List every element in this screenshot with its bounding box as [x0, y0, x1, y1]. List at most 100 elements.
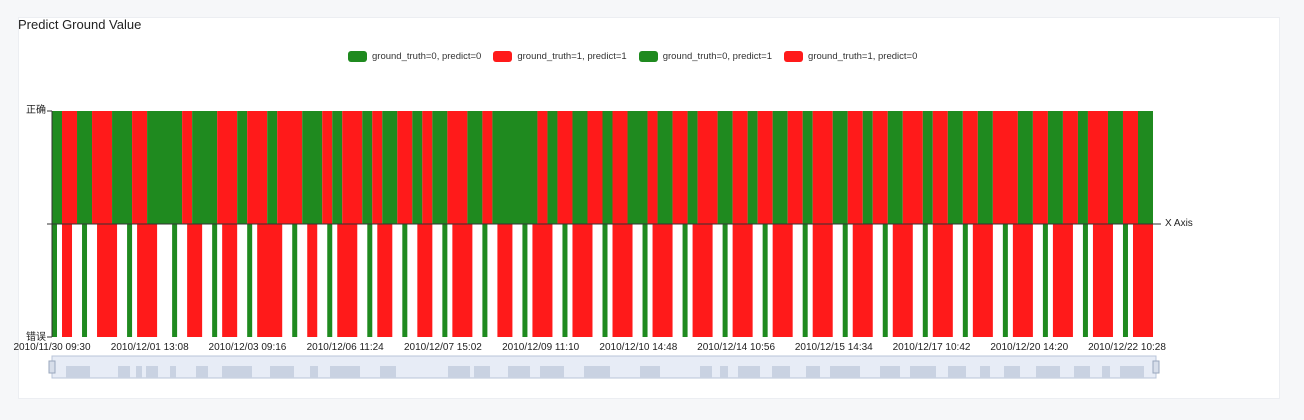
bar-wrong [292, 224, 298, 337]
bar-correct [302, 111, 323, 224]
bar-correct [237, 111, 248, 224]
bar-wrong [762, 224, 768, 337]
bar-correct [547, 111, 558, 224]
bar-correct [92, 111, 113, 224]
bar-wrong [1012, 224, 1033, 337]
bar-wrong [327, 224, 333, 337]
bar-wrong [1092, 224, 1113, 337]
bar-correct [947, 111, 963, 224]
zoom-slider[interactable] [48, 355, 1160, 379]
bar-correct [1032, 111, 1048, 224]
zoom-preview-mark [584, 366, 610, 378]
chart-title: Predict Ground Value [18, 17, 142, 32]
bar-correct [902, 111, 923, 224]
zoom-preview-mark [170, 366, 176, 378]
bar-correct [757, 111, 773, 224]
bar-wrong [522, 224, 528, 337]
bar-wrong [417, 224, 433, 337]
zoom-handle-left[interactable] [48, 360, 56, 374]
bar-wrong [922, 224, 928, 337]
zoom-preview-mark [700, 366, 712, 378]
zoom-preview-mark [196, 366, 208, 378]
bar-wrong [482, 224, 488, 337]
bar-wrong [52, 224, 58, 337]
bar-wrong [892, 224, 913, 337]
zoom-preview-mark [1036, 366, 1060, 378]
bar-correct [52, 111, 63, 224]
bar-wrong [97, 224, 118, 337]
legend-swatch-green [348, 50, 367, 62]
bar-correct [447, 111, 468, 224]
legend-swatch-green [638, 50, 658, 62]
x-tick-label: 2010/12/10 14:48 [599, 342, 677, 353]
bar-correct [467, 111, 483, 224]
bar-correct [1122, 111, 1138, 224]
bar-wrong [452, 224, 473, 337]
x-axis-label: X Axis [1165, 218, 1193, 229]
bar-wrong [682, 224, 688, 337]
bar-wrong [1002, 224, 1008, 337]
bar-wrong [602, 224, 608, 337]
bar-correct [862, 111, 873, 224]
bar-wrong [1122, 224, 1128, 337]
bar-correct [132, 111, 148, 224]
bar-correct [147, 111, 183, 224]
bar-correct [77, 111, 93, 224]
legend-item-gt1-p0[interactable]: ground_truth=1, predict=0 [784, 50, 917, 62]
legend-item-gt1-p1[interactable]: ground_truth=1, predict=1 [493, 50, 627, 62]
bar-correct [802, 111, 813, 224]
zoom-preview-mark [910, 366, 936, 378]
zoom-preview-mark [118, 366, 130, 378]
legend-swatch-red [784, 50, 804, 62]
zoom-preview-mark [948, 366, 966, 378]
bar-wrong [187, 224, 203, 337]
bar-correct [747, 111, 758, 224]
bar-wrong [257, 224, 283, 337]
bar-wrong [772, 224, 793, 337]
bar-wrong [612, 224, 633, 337]
bar-wrong [722, 224, 728, 337]
bar-correct [492, 111, 538, 224]
bar-correct [412, 111, 423, 224]
bar-correct [537, 111, 548, 224]
x-tick-label: 2010/12/06 11:24 [307, 342, 385, 353]
x-tick-label: 2010/12/09 11:10 [502, 342, 580, 353]
zoom-preview-mark [380, 366, 396, 378]
bar-wrong [852, 224, 873, 337]
bar-correct [397, 111, 413, 224]
zoom-preview-mark [330, 366, 360, 378]
bar-wrong [882, 224, 888, 337]
bar-correct [932, 111, 948, 224]
bar-correct [872, 111, 888, 224]
bar-wrong [222, 224, 238, 337]
zoom-preview-mark [880, 366, 900, 378]
bar-correct [322, 111, 333, 224]
bar-correct [812, 111, 833, 224]
bar-wrong [642, 224, 648, 337]
bar-correct [962, 111, 978, 224]
bar-wrong [962, 224, 968, 337]
legend-label: ground_truth=1, predict=1 [517, 50, 627, 62]
x-tick-label: 2010/12/20 14:20 [990, 342, 1068, 353]
bar-correct [332, 111, 343, 224]
bar-correct [382, 111, 398, 224]
bar-correct [362, 111, 373, 224]
bar-correct [992, 111, 1018, 224]
bar-correct [977, 111, 993, 224]
bar-correct [887, 111, 903, 224]
zoom-preview-mark [640, 366, 660, 378]
bar-correct [62, 111, 78, 224]
bar-correct [557, 111, 573, 224]
bar-wrong [1082, 224, 1088, 337]
y-tick-label-wrong: 错误 [26, 330, 46, 343]
bar-correct [372, 111, 383, 224]
bar-correct [182, 111, 193, 224]
bar-correct [572, 111, 588, 224]
zoom-handle-right[interactable] [1152, 360, 1160, 374]
bar-wrong [337, 224, 358, 337]
bar-wrong [842, 224, 848, 337]
legend-item-gt0-p0[interactable]: ground_truth=0, predict=0 [348, 50, 481, 62]
legend-item-gt0-p1[interactable]: ground_truth=0, predict=1 [638, 50, 772, 62]
bar-correct [627, 111, 648, 224]
bar-wrong [932, 224, 953, 337]
